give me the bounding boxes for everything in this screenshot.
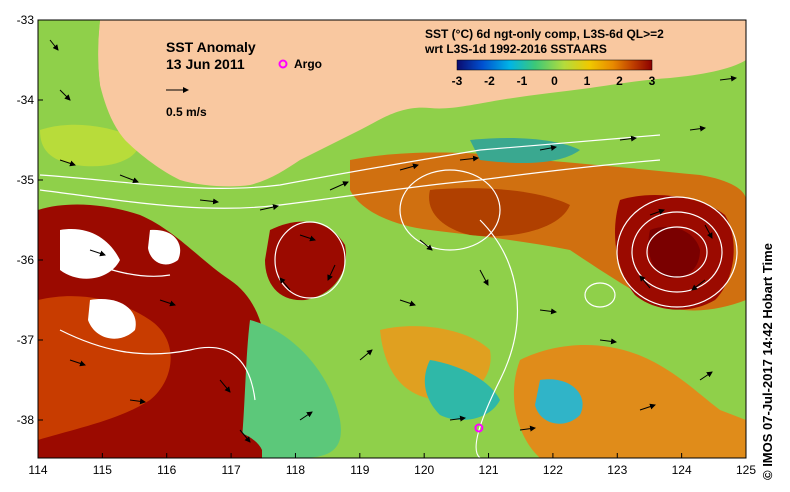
lon-tick-label: 122 — [543, 463, 563, 477]
product-description: SST (°C) 6d ngt-only comp, L3S-6d QL>=2 — [425, 27, 664, 41]
colorbar-tick-label: -2 — [484, 74, 495, 88]
lon-tick-label: 117 — [222, 463, 241, 477]
argo-legend-icon — [278, 59, 288, 69]
ssh-contours — [39, 134, 738, 458]
lon-tick-label: 124 — [672, 463, 692, 477]
lon-tick-label: 119 — [350, 463, 369, 477]
lat-tick-label: -35 — [17, 173, 35, 187]
colorbar-tick-label: 1 — [584, 74, 591, 88]
argo-float-marker — [474, 423, 484, 433]
colorbar-tick-label: 2 — [616, 74, 623, 88]
credit-text: © IMOS 07-Jul-2017 14:42 Hobart Time — [760, 243, 775, 480]
lon-tick-label: 123 — [607, 463, 627, 477]
lat-tick-label: -38 — [17, 413, 35, 427]
lat-tick-label: -36 — [17, 253, 35, 267]
colorbar-tick-label: -1 — [517, 74, 528, 88]
lat-tick-label: -34 — [17, 93, 35, 107]
latitude-axis: -33 -34 -35 -36 -37 -38 — [17, 13, 43, 427]
colorbar-ticks: -3 -2 -1 0 1 2 3 — [452, 74, 656, 88]
lat-tick-label: -33 — [17, 13, 35, 27]
lon-tick-label: 115 — [93, 463, 112, 477]
map-date: 13 Jun 2011 — [166, 56, 245, 72]
argo-legend-label: Argo — [294, 57, 322, 71]
current-vectors — [49, 39, 737, 443]
lon-tick-label: 120 — [414, 463, 434, 477]
colorbar-tick-label: -3 — [452, 74, 463, 88]
argo-floats — [474, 423, 484, 433]
lon-tick-label: 116 — [157, 463, 176, 477]
lat-tick-label: -37 — [17, 333, 35, 347]
reference-description: wrt L3S-1d 1992-2016 SSTAARS — [424, 42, 607, 56]
colorbar-tick-label: 0 — [551, 74, 558, 88]
plot-frame — [37, 19, 747, 459]
map-title: SST Anomaly — [166, 39, 256, 55]
lon-tick-label: 121 — [479, 463, 499, 477]
colorbar-tick-label: 3 — [649, 74, 656, 88]
lon-tick-label: 125 — [736, 463, 756, 477]
longitude-axis: 114 115 116 117 118 119 120 121 122 123 124 125 — [28, 453, 756, 477]
colorbar — [456, 59, 653, 71]
sst-field — [38, 20, 746, 458]
lon-tick-label: 114 — [28, 463, 47, 477]
lon-tick-label: 118 — [286, 463, 305, 477]
scale-label: 0.5 m/s — [166, 105, 207, 119]
